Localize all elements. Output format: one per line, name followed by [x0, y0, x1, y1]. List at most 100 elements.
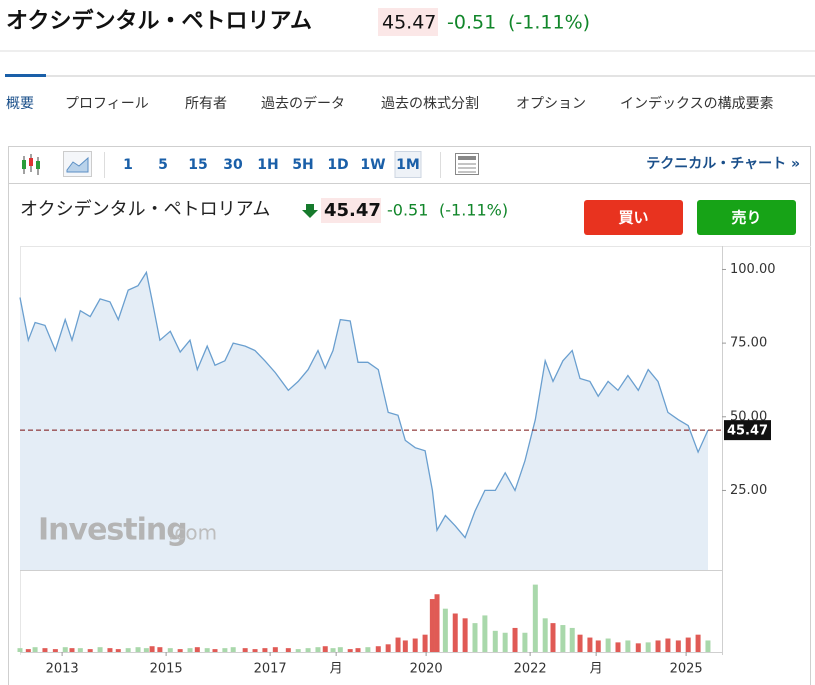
price-change-pct: (-1.11%) [508, 12, 590, 34]
price-change: -0.51 [447, 12, 496, 34]
volume-bar [355, 648, 361, 652]
last-price-label: 45.47 [727, 424, 768, 439]
sell-button[interactable] [697, 200, 796, 235]
volume-bar [385, 644, 391, 652]
volume-bar [429, 599, 435, 652]
x-tick-label: 月 [330, 662, 343, 677]
volume-bar [434, 594, 440, 652]
volume-bar [187, 648, 193, 652]
price-area [20, 272, 708, 570]
table-icon[interactable] [455, 153, 479, 175]
watermark-brand: Investing [38, 513, 187, 548]
x-tick-label: 月 [590, 662, 603, 677]
volume-bar [569, 627, 575, 652]
volume-bar [322, 646, 328, 652]
volume-bar [695, 634, 701, 652]
tab-bar: 概要 プロフィール 所有者 過去のデータ 過去の株式分割 オプション インデックスの構成要素 [5, 74, 774, 112]
volume-bar [402, 640, 408, 652]
volume-bar [177, 649, 183, 652]
tab[interactable]: 過去のデータ [261, 95, 345, 112]
volume-bar [149, 646, 155, 652]
interval-button[interactable]: 1 [123, 157, 133, 173]
interval-button[interactable]: 15 [188, 157, 207, 173]
x-tick-label: 2017 [254, 662, 287, 677]
volume-bar [395, 637, 401, 652]
volume-bar [337, 647, 343, 652]
interval-button[interactable]: 1W [360, 157, 385, 173]
volume-bar [204, 648, 210, 652]
volume-bar [25, 649, 31, 652]
volume-bar [230, 647, 236, 652]
volume-bar [365, 647, 371, 652]
x-tick-label: 2013 [46, 662, 79, 677]
volume-bar [115, 649, 121, 652]
interval-button[interactable]: 1M [396, 157, 420, 173]
tab[interactable]: 所有者 [185, 96, 227, 112]
sell-button-label[interactable]: 売り [731, 209, 761, 227]
x-tick-label: 2015 [150, 662, 183, 677]
chart-price: 45.47 [324, 200, 381, 221]
volume-bar [472, 623, 478, 652]
interval-button[interactable]: 30 [223, 157, 243, 173]
volume-bar [522, 632, 528, 652]
volume-bar [705, 640, 711, 652]
tab[interactable]: オプション [516, 96, 586, 112]
interval-button[interactable]: 5H [292, 157, 313, 173]
volume-bar [412, 638, 418, 652]
volume-bar [595, 640, 601, 652]
volume-bar [645, 642, 651, 652]
volume-bar [135, 647, 141, 652]
volume-bar [492, 630, 498, 652]
watermark-suffix: .com [168, 521, 217, 545]
interval-button[interactable]: 1H [257, 157, 278, 173]
volume-bar [242, 648, 248, 652]
tab[interactable]: 概要 [6, 96, 34, 112]
volume-bar [97, 647, 103, 652]
volume-bar [532, 584, 538, 652]
volume-bar [107, 648, 113, 652]
area-icon[interactable] [63, 151, 92, 177]
chart-title: オクシデンタル・ペトロリアム [20, 199, 270, 220]
volume-bar [285, 648, 291, 652]
candlestick-icon[interactable] [22, 154, 40, 175]
price: 45.47 [382, 12, 436, 34]
volume-bar [17, 648, 23, 652]
volume-bar [587, 637, 593, 652]
volume-bar [125, 648, 131, 652]
volume-bar [635, 643, 641, 652]
volume-bar [550, 623, 556, 652]
volume-bar [502, 632, 508, 652]
volume-bar [143, 648, 149, 652]
volume-bar [665, 638, 671, 652]
volume-bar [615, 642, 621, 652]
volume-bar [42, 648, 48, 652]
tab[interactable]: プロフィール [65, 96, 149, 112]
volume-bar [305, 648, 311, 652]
down-arrow-icon [302, 204, 318, 218]
buy-button-label[interactable]: 買い [618, 209, 648, 227]
volume-bar [295, 649, 301, 652]
volume-bar [77, 648, 83, 652]
volume-bar [87, 649, 93, 652]
tab[interactable]: 過去の株式分割 [381, 95, 479, 112]
price-highlight [321, 198, 381, 223]
volume-bar [347, 649, 353, 652]
volume-bar [157, 647, 163, 652]
interval-button[interactable]: 1D [327, 157, 348, 173]
technical-chart-link[interactable]: テクニカル・チャート » [646, 156, 800, 172]
chart-change: -0.51 [387, 201, 428, 220]
price-line [19, 270, 709, 539]
price-highlight [378, 8, 438, 36]
interval-button[interactable]: 5 [158, 157, 168, 173]
x-tick-label: 2020 [410, 662, 443, 677]
tab[interactable]: インデックスの構成要素 [620, 95, 774, 112]
volume-bar [330, 648, 336, 652]
volume-bar [222, 648, 228, 652]
volume-bar [252, 649, 258, 652]
last-price-box [724, 420, 771, 441]
buy-button[interactable] [584, 200, 683, 235]
chart-change-pct: (-1.11%) [439, 201, 508, 220]
volume-bar [655, 640, 661, 652]
